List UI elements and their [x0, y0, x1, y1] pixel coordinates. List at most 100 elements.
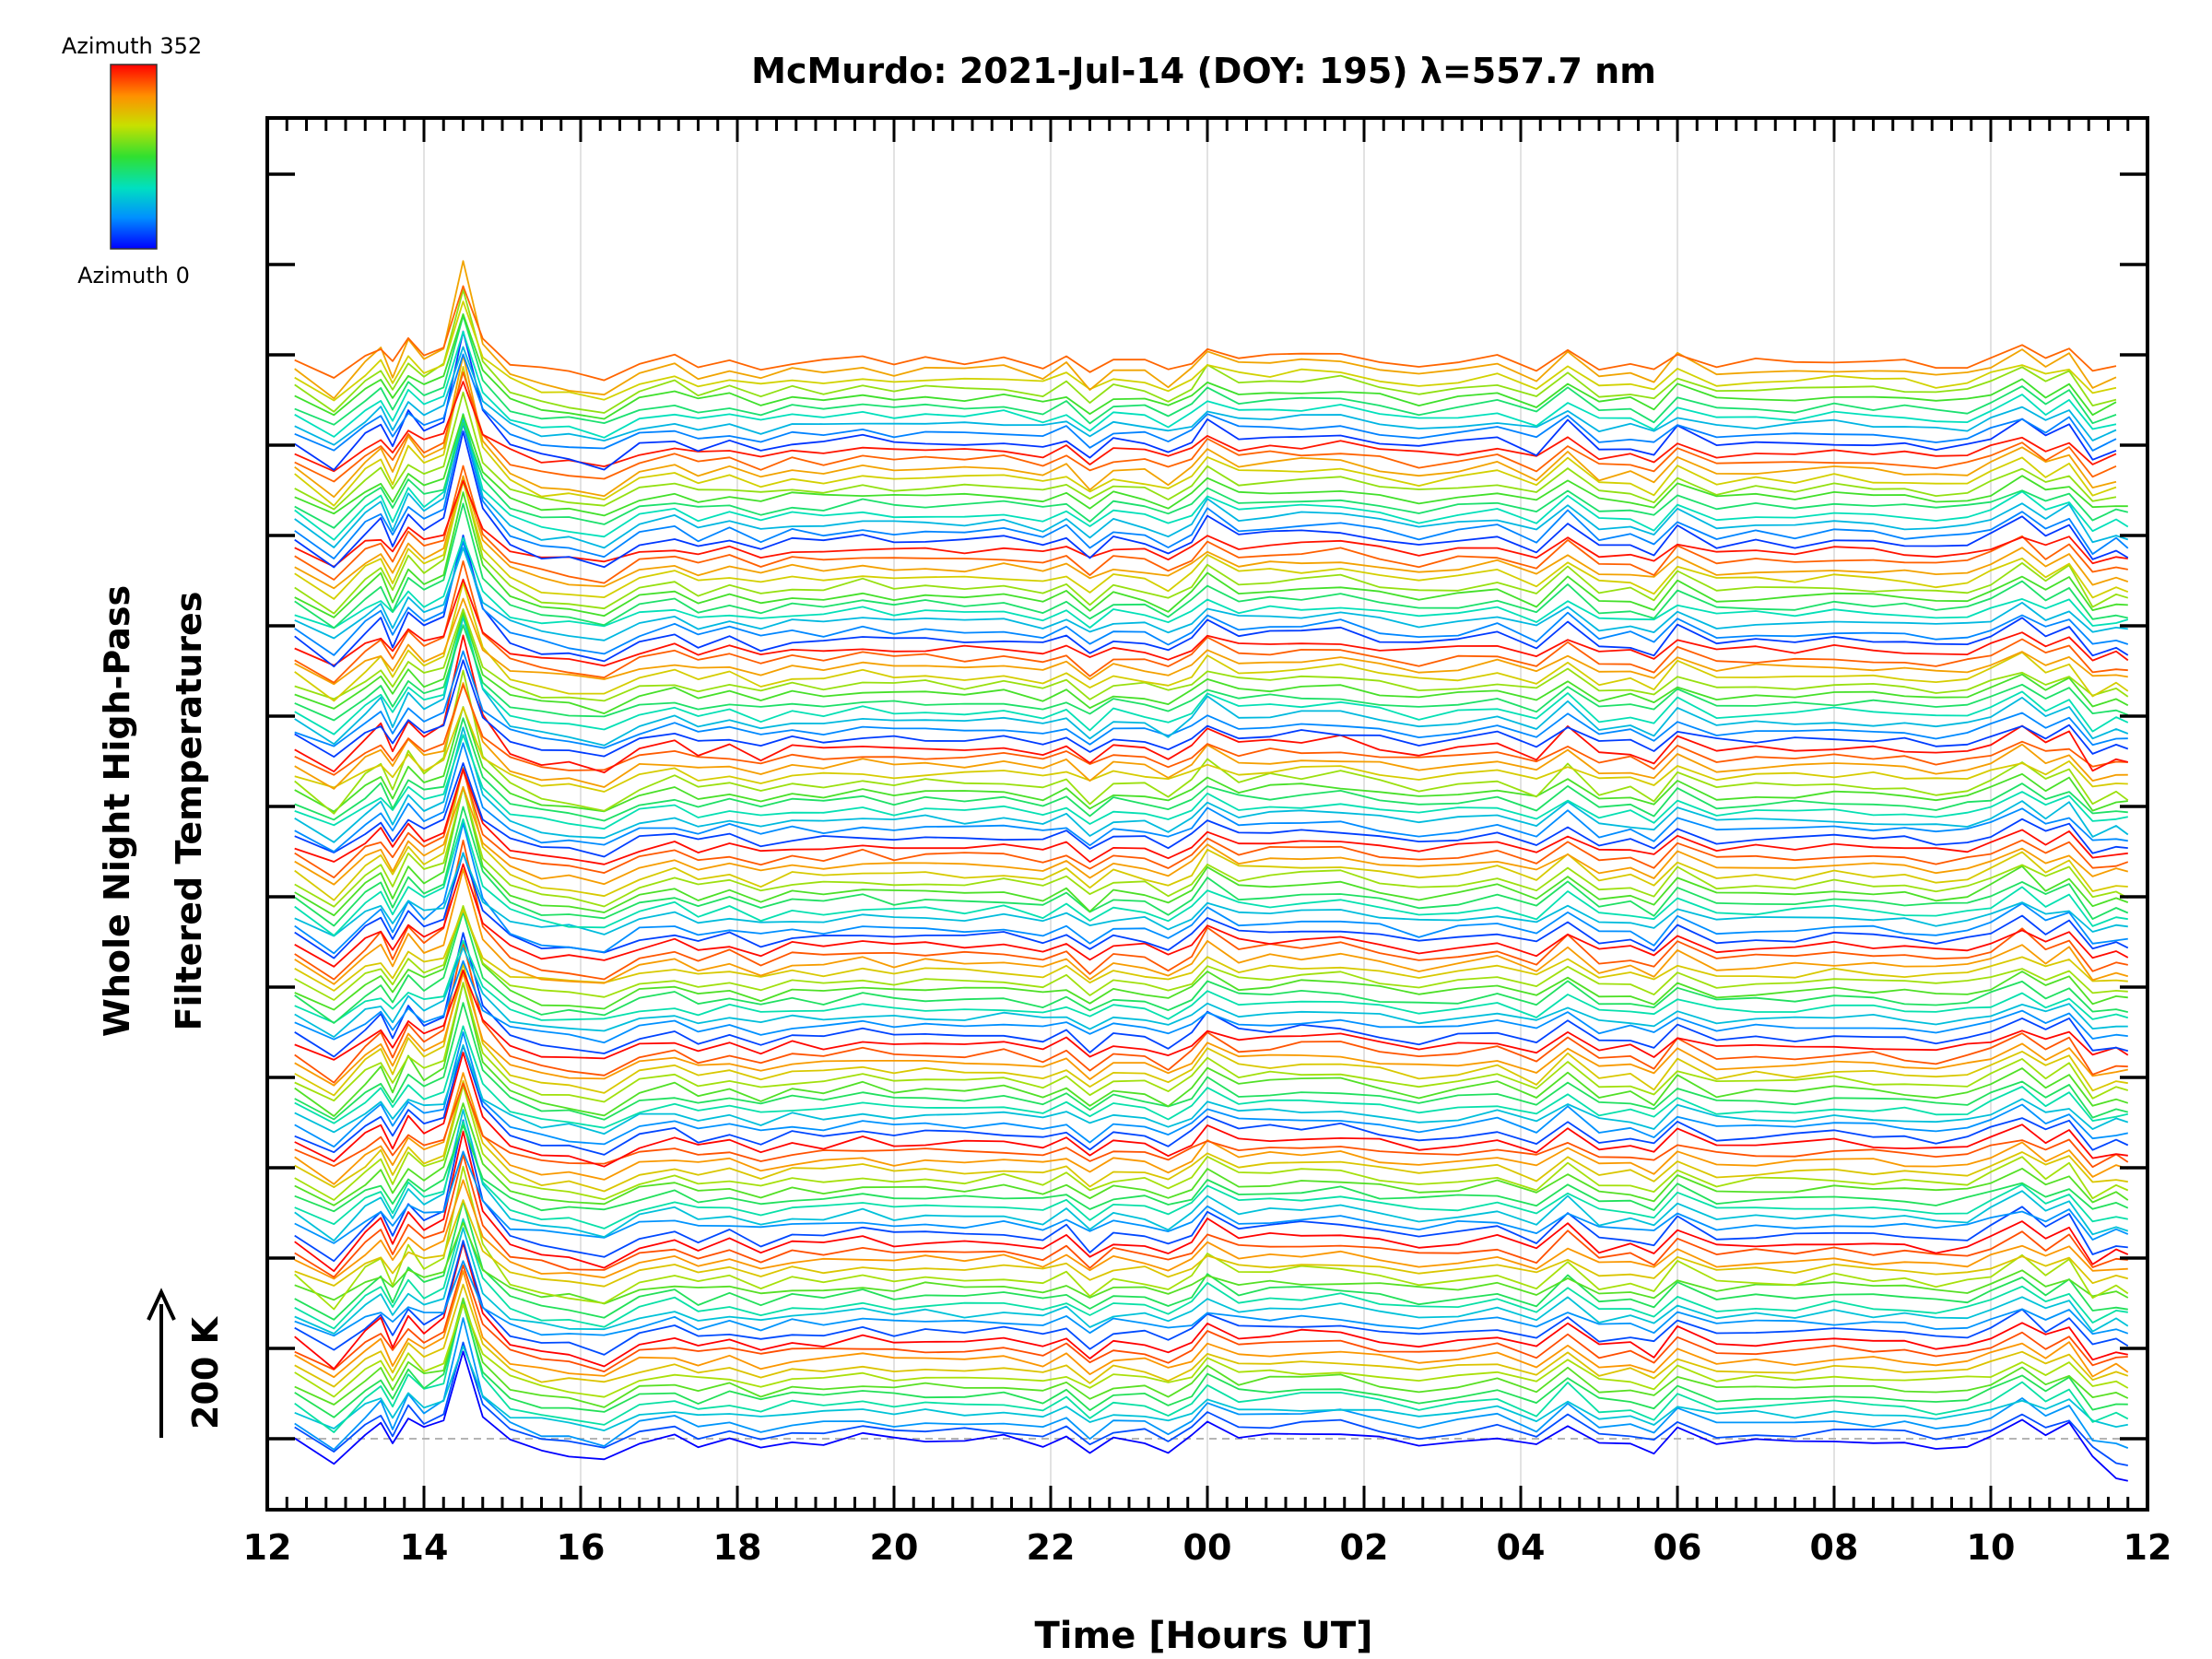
temperature-traces	[294, 260, 2129, 1482]
temperature-trace	[294, 1031, 2128, 1148]
colorbar-top-label: Azimuth 352	[62, 33, 202, 59]
temperature-trace	[294, 413, 2128, 517]
x-tick-label: 14	[400, 1527, 449, 1568]
temperature-trace	[294, 475, 2129, 590]
temperature-trace	[294, 972, 2128, 1087]
scale-bar-label: 200 K	[185, 1315, 226, 1430]
temperature-trace	[294, 852, 2129, 959]
temperature-trace	[294, 982, 2129, 1103]
temperature-trace	[294, 1044, 2129, 1156]
temperature-trace	[294, 868, 2129, 985]
temperature-trace	[294, 477, 2129, 615]
temperature-trace	[294, 659, 2129, 758]
x-tick-label: 10	[1967, 1527, 2016, 1568]
temperature-trace	[294, 502, 2128, 629]
temperature-trace	[294, 535, 2129, 668]
temperature-trace	[294, 288, 2117, 414]
temperature-trace	[294, 312, 2117, 420]
temperature-trace	[294, 1124, 2129, 1213]
temperature-trace	[294, 578, 2129, 667]
scale-bar-arrow-head	[147, 1288, 176, 1321]
temperature-trace	[294, 381, 2117, 473]
temperature-trace	[294, 762, 2128, 858]
x-tick-label: 18	[713, 1527, 762, 1568]
temperature-trace	[294, 650, 2128, 749]
temperature-trace	[294, 608, 2129, 702]
temperature-trace	[294, 706, 2128, 793]
y-axis-label-line1: Whole Night High-Pass	[97, 585, 137, 1037]
temperature-trace	[294, 717, 2128, 822]
temperature-trace	[294, 1345, 2128, 1431]
temperature-trace	[294, 905, 2128, 1001]
temperature-trace	[294, 616, 2129, 747]
x-axis-label: Time [Hours UT]	[1035, 1615, 1373, 1657]
temperature-trace	[294, 1079, 2128, 1193]
x-tick-label: 02	[1340, 1527, 1389, 1568]
temperature-trace	[294, 962, 2128, 1097]
temperature-trace	[294, 421, 2129, 529]
temperature-trace	[294, 706, 2128, 813]
temperature-trace	[294, 734, 2128, 830]
temperature-trace	[294, 684, 2128, 776]
temperature-trace	[294, 726, 2129, 843]
colorbar: Azimuth 352 Azimuth 0	[62, 33, 202, 288]
temperature-trace	[294, 560, 2128, 684]
temperature-trace	[294, 863, 2129, 968]
temperature-trace	[294, 947, 2128, 1038]
temperature-trace	[294, 330, 2117, 471]
temperature-trace	[294, 547, 2128, 641]
axis-ticks	[265, 118, 2149, 1510]
temperature-trace	[294, 1084, 2129, 1201]
temperature-trace	[294, 597, 2128, 686]
temperature-trace	[294, 742, 2128, 853]
x-tick-label: 04	[1497, 1527, 1546, 1568]
temperature-trace	[294, 932, 2129, 1058]
scale-bar: 200 K	[147, 1288, 226, 1438]
temperature-trace	[294, 1130, 2129, 1273]
temperature-trace	[294, 941, 2128, 1084]
temperature-trace	[294, 422, 2129, 559]
temperature-trace	[294, 1179, 2128, 1280]
temperature-trace	[294, 818, 2128, 936]
x-tick-label: 20	[870, 1527, 919, 1568]
temperature-trace	[294, 1264, 2128, 1372]
temperature-trace	[294, 669, 2129, 815]
temperature-trace	[294, 1044, 2129, 1135]
temperature-trace	[294, 1297, 2129, 1408]
y-axis-label-line2: Filtered Temperatures	[169, 592, 209, 1031]
temperature-trace	[294, 969, 2129, 1061]
temperature-trace	[294, 1240, 2129, 1356]
temperature-trace	[294, 853, 2128, 937]
colorbar-gradient	[110, 64, 158, 250]
temperature-trace	[294, 391, 2117, 511]
temperature-trace	[294, 906, 2128, 1011]
temperature-trace	[294, 959, 2128, 1044]
temperature-trace	[294, 300, 2117, 402]
temperature-trace	[294, 1120, 2128, 1230]
temperature-trace	[294, 786, 2129, 886]
temperature-trace	[294, 413, 2129, 541]
temperature-trace	[294, 768, 2128, 865]
temperature-trace	[294, 1341, 2128, 1466]
temperature-trace	[294, 785, 2129, 917]
x-tick-labels: 12 14 16 18 20 22 00 02 04 06 08 10 12	[243, 1527, 2172, 1568]
temperature-trace	[294, 840, 2128, 981]
temperature-trace	[294, 939, 2129, 1024]
colorbar-bottom-label: Azimuth 0	[77, 263, 190, 288]
x-tick-label: 06	[1653, 1527, 1702, 1568]
temperature-trace	[294, 417, 2129, 549]
temperature-trace	[294, 1241, 2128, 1371]
temperature-trace	[294, 260, 2117, 400]
temperature-trace	[294, 1221, 2129, 1305]
temperature-trace	[294, 1109, 2129, 1241]
temperature-trace	[294, 611, 2129, 714]
temperature-trace	[294, 1082, 2129, 1169]
temperature-trace	[294, 353, 2117, 452]
x-tick-label: 12	[243, 1527, 292, 1568]
temperature-trace	[294, 1302, 2128, 1418]
temperature-trace	[294, 624, 2129, 722]
temperature-trace	[294, 1299, 2129, 1433]
temperature-trace	[294, 480, 2129, 600]
temperature-trace	[294, 1150, 2129, 1244]
